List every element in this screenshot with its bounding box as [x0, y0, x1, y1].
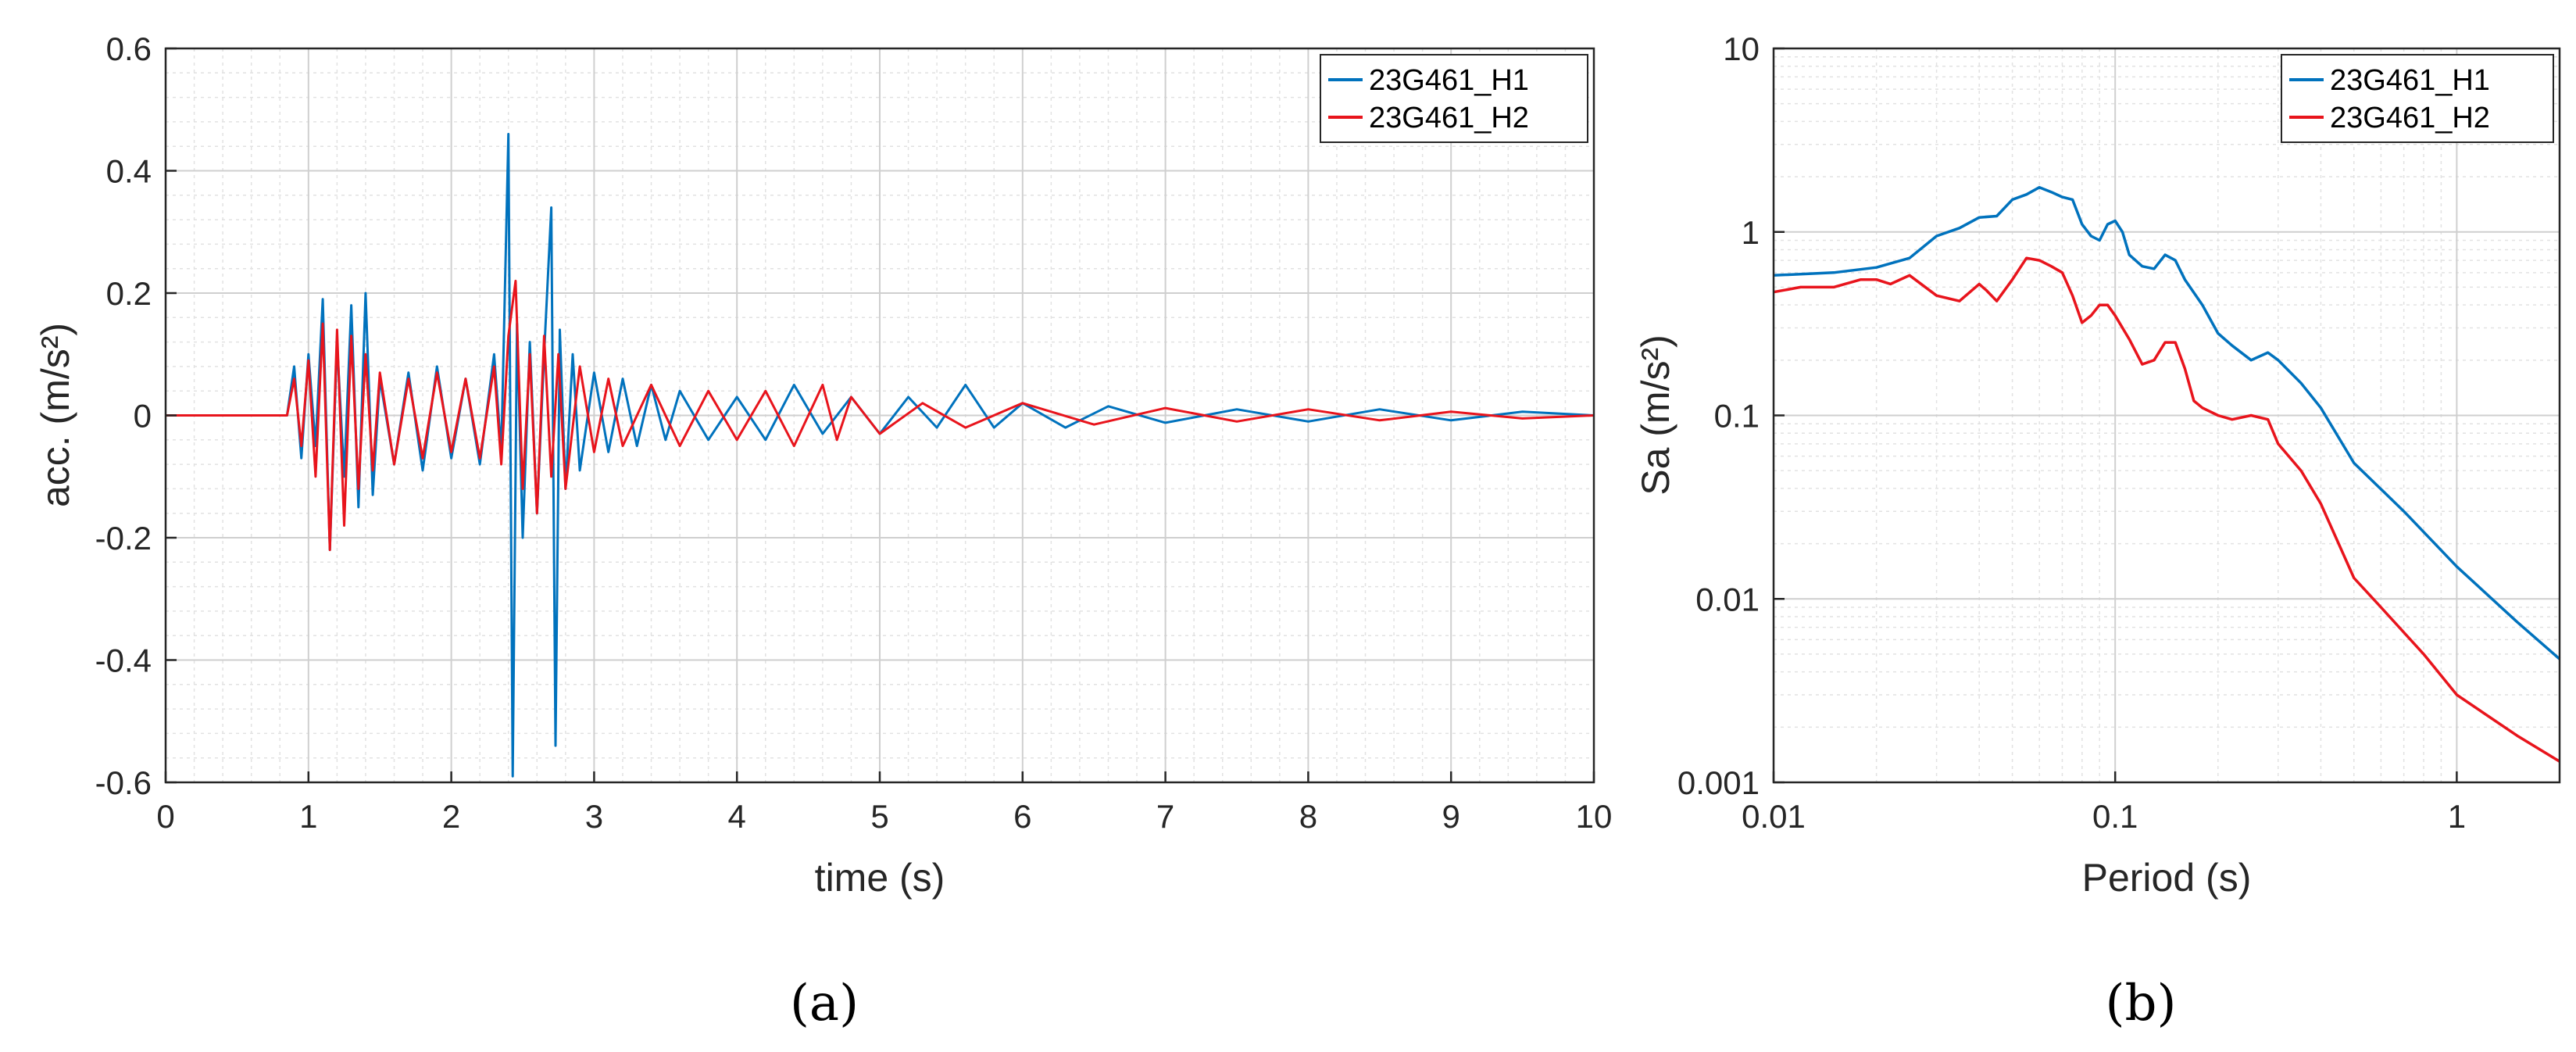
legend-box-b: [2281, 54, 2554, 143]
legend-label-h1-b: 23G461_H1: [2330, 64, 2490, 97]
x-axis-label-b: Period (s): [2082, 856, 2252, 900]
legend-label-h1-a: 23G461_H1: [1369, 64, 1529, 97]
x-tick-label: 1: [299, 798, 317, 835]
x-tick-label: 2: [442, 798, 460, 835]
x-axis-label-a: time (s): [815, 856, 945, 900]
x-tick-label: 8: [1299, 798, 1317, 835]
legend-box-a: [1320, 54, 1588, 143]
y-tick-label: 0.1: [1714, 398, 1760, 435]
x-tick-label: 5: [870, 798, 888, 835]
time-history-chart: 0 1 2 3 4 5 6 7 8 9 10 -0.6 -0.4 -0.2 0 0.2 0.4 0.6 time …: [34, 30, 1612, 1032]
y-tick-label: 10: [1723, 30, 1760, 67]
legend-b: 23G461_H1 23G461_H2: [2281, 54, 2554, 143]
x-tick-label: 7: [1156, 798, 1174, 835]
y-tick-label: 0: [134, 398, 152, 435]
ticks-a: 0 1 2 3 4 5 6 7 8 9 10 -0.6 -0.4 -0.2 0 0.2 0.4 0.6: [95, 30, 1613, 835]
y-tick-label: -0.6: [95, 764, 152, 801]
x-tick-label: 1: [2448, 798, 2466, 835]
x-tick-label: 0: [156, 798, 174, 835]
y-tick-label: 0.6: [106, 30, 152, 67]
series-lines-a: [166, 133, 1595, 778]
x-tick-label: 10: [1576, 798, 1613, 835]
y-tick-label: 0.01: [1695, 581, 1760, 617]
x-tick-label: 4: [728, 798, 746, 835]
x-tick-label: 6: [1013, 798, 1031, 835]
panel-label-a: (a): [790, 975, 859, 1032]
y-tick-label: -0.4: [95, 642, 152, 679]
y-tick-label: 1: [1742, 214, 1760, 251]
series-line-23G461_H1: [1773, 185, 2561, 660]
y-tick-label: -0.2: [95, 520, 152, 556]
legend-label-h2-a: 23G461_H2: [1369, 102, 1529, 134]
x-tick-label: 0.01: [1742, 798, 1806, 835]
series-line-23G461_H2: [1773, 256, 2560, 763]
y-tick-label: 0.2: [106, 275, 152, 312]
y-axis-label-b: Sa (m/s²): [1634, 335, 1677, 496]
legend-label-h2-b: 23G461_H2: [2330, 102, 2490, 134]
x-tick-label: 3: [585, 798, 603, 835]
y-tick-label: 0.001: [1677, 764, 1760, 801]
series-lines-b: [1773, 185, 2561, 763]
x-tick-label: 0.1: [2092, 798, 2138, 835]
y-tick-label: 0.4: [106, 153, 152, 190]
panel-label-b: (b): [2106, 975, 2177, 1032]
series-line-23G461_H2: [166, 279, 1595, 552]
y-axis-label-a: acc. (m/s²): [34, 323, 77, 507]
legend-a: 23G461_H1 23G461_H2: [1320, 54, 1588, 143]
x-tick-label: 9: [1442, 798, 1460, 835]
